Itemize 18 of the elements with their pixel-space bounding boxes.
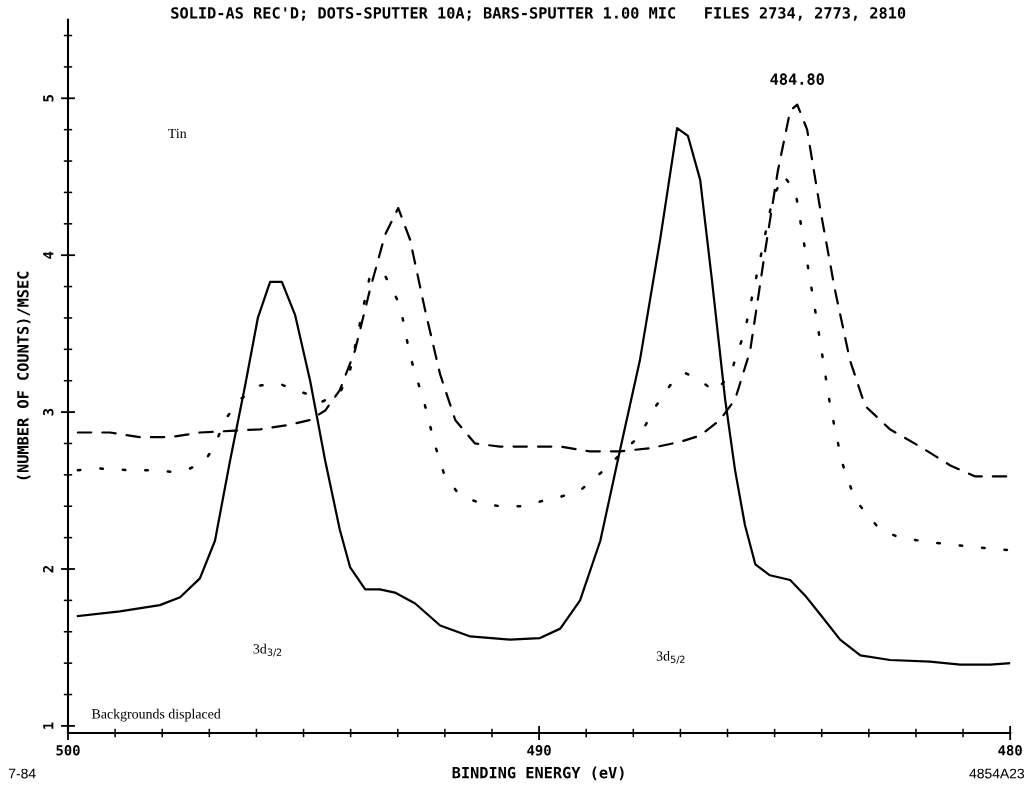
- x-tick-label: 490: [527, 745, 551, 756]
- y-tick-label: 2: [43, 565, 54, 573]
- annotation: 484.80: [770, 73, 824, 85]
- annotation: 3d$_{5/2}$: [656, 650, 685, 664]
- text: 7-84: [8, 768, 36, 779]
- annotation: Backgrounds displaced: [91, 708, 221, 722]
- y-tick-label: 1: [43, 722, 54, 729]
- text: 4854A23: [969, 768, 1025, 779]
- y-axis-title: (NUMBER OF COUNTS)/MSEC: [16, 271, 31, 480]
- y-tick-label: 3: [43, 408, 54, 416]
- x-tick-label: 480: [998, 745, 1022, 756]
- annotation: Tin: [168, 128, 187, 138]
- chart-title: SOLID-AS REC'D; DOTS-SPUTTER 10A; BARS-SPUTTER 1.00 MIC FILES 2734, 2773, 2810: [171, 7, 906, 21]
- y-tick-label: 4: [43, 251, 54, 259]
- x-tick-label: 500: [56, 745, 80, 756]
- y-tick-label: 5: [43, 95, 54, 102]
- x-axis-title: BINDING ENERGY (eV): [452, 766, 624, 781]
- annotation: 3d$_{3/2}$: [253, 643, 282, 657]
